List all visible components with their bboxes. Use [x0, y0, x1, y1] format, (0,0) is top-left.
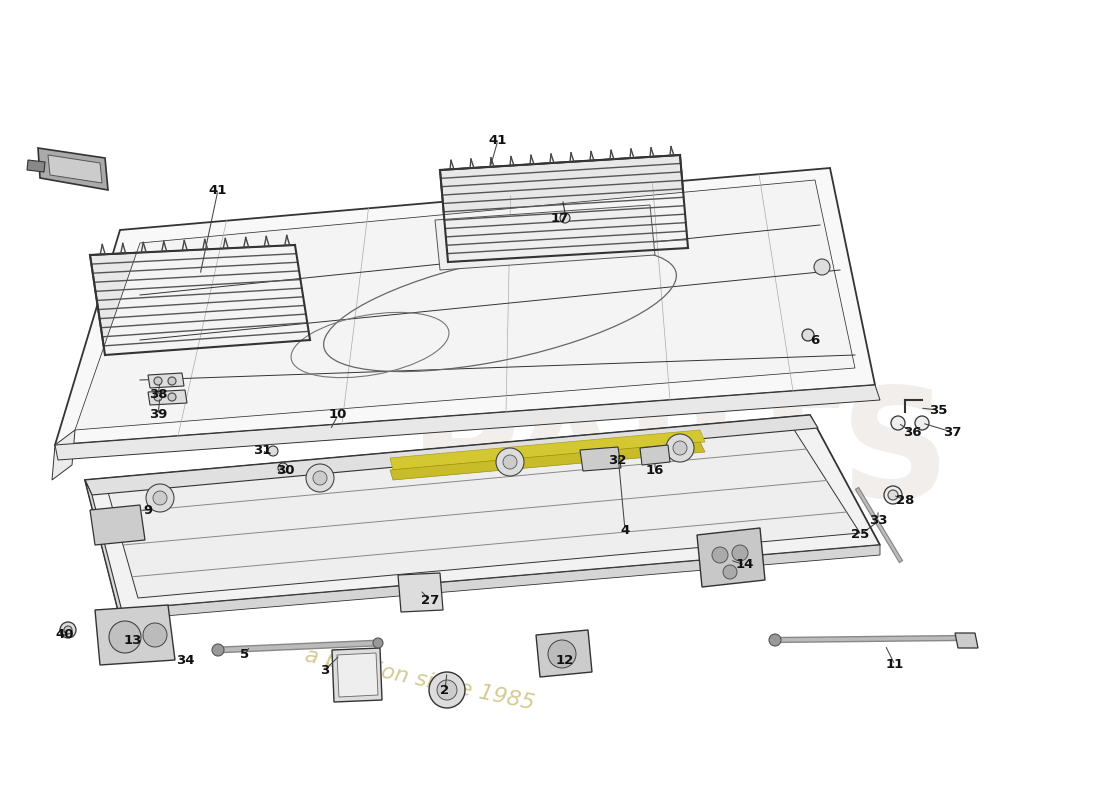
Polygon shape — [95, 605, 175, 665]
Circle shape — [814, 259, 830, 275]
Text: 28: 28 — [895, 494, 914, 506]
Text: 6: 6 — [811, 334, 819, 346]
Text: 38: 38 — [148, 389, 167, 402]
Text: 25: 25 — [851, 529, 869, 542]
Circle shape — [146, 484, 174, 512]
Circle shape — [802, 329, 814, 341]
Text: 12: 12 — [556, 654, 574, 666]
Text: 35: 35 — [928, 403, 947, 417]
Polygon shape — [52, 430, 75, 480]
Text: 41: 41 — [209, 183, 228, 197]
Polygon shape — [390, 430, 705, 470]
Polygon shape — [148, 390, 187, 405]
Text: 36: 36 — [903, 426, 922, 438]
Polygon shape — [85, 415, 818, 495]
Polygon shape — [55, 168, 874, 445]
Polygon shape — [85, 480, 123, 615]
Polygon shape — [75, 180, 855, 430]
Circle shape — [154, 377, 162, 385]
Text: 32: 32 — [608, 454, 626, 466]
Polygon shape — [440, 155, 688, 262]
Text: ETK
PARTS: ETK PARTS — [409, 250, 950, 530]
Polygon shape — [39, 148, 108, 190]
Text: 10: 10 — [329, 409, 348, 422]
Polygon shape — [398, 573, 443, 612]
Text: 14: 14 — [736, 558, 755, 571]
Circle shape — [168, 393, 176, 401]
Circle shape — [732, 545, 748, 561]
Circle shape — [168, 377, 176, 385]
Polygon shape — [536, 630, 592, 677]
Polygon shape — [108, 428, 860, 598]
Circle shape — [153, 491, 167, 505]
Text: 34: 34 — [176, 654, 195, 666]
Polygon shape — [55, 385, 880, 460]
Circle shape — [268, 446, 278, 456]
Polygon shape — [85, 415, 880, 610]
Text: 39: 39 — [148, 409, 167, 422]
Polygon shape — [640, 445, 670, 465]
Text: 13: 13 — [124, 634, 142, 646]
Text: 40: 40 — [56, 629, 75, 642]
Circle shape — [306, 464, 334, 492]
Polygon shape — [90, 505, 145, 545]
Text: 27: 27 — [421, 594, 439, 606]
Polygon shape — [337, 653, 378, 697]
Circle shape — [891, 416, 905, 430]
Polygon shape — [148, 373, 184, 388]
Polygon shape — [697, 528, 764, 587]
Text: 2: 2 — [440, 683, 450, 697]
Polygon shape — [955, 633, 978, 648]
Circle shape — [888, 490, 898, 500]
Circle shape — [212, 644, 224, 656]
Circle shape — [915, 416, 930, 430]
Polygon shape — [332, 648, 382, 702]
Text: 37: 37 — [943, 426, 961, 438]
Circle shape — [548, 640, 576, 668]
Circle shape — [769, 634, 781, 646]
Polygon shape — [118, 545, 880, 620]
Polygon shape — [434, 205, 654, 270]
Text: 3: 3 — [320, 663, 330, 677]
Text: 5: 5 — [241, 649, 250, 662]
Text: a passion since 1985: a passion since 1985 — [304, 646, 537, 714]
Circle shape — [314, 471, 327, 485]
Circle shape — [278, 463, 288, 473]
Polygon shape — [580, 447, 622, 471]
Circle shape — [712, 547, 728, 563]
Circle shape — [373, 638, 383, 648]
Circle shape — [60, 622, 76, 638]
Circle shape — [503, 455, 517, 469]
Polygon shape — [28, 160, 45, 172]
Circle shape — [673, 441, 688, 455]
Text: 16: 16 — [646, 463, 664, 477]
Text: 31: 31 — [253, 443, 272, 457]
Circle shape — [666, 434, 694, 462]
Text: 33: 33 — [869, 514, 888, 526]
Circle shape — [723, 565, 737, 579]
Circle shape — [884, 486, 902, 504]
Circle shape — [496, 448, 524, 476]
Text: 4: 4 — [620, 523, 629, 537]
Circle shape — [64, 626, 72, 634]
Circle shape — [109, 621, 141, 653]
Text: 30: 30 — [276, 463, 295, 477]
Polygon shape — [90, 245, 310, 355]
Circle shape — [560, 213, 570, 223]
Circle shape — [143, 623, 167, 647]
Text: 17: 17 — [551, 211, 569, 225]
Text: 11: 11 — [886, 658, 904, 671]
Polygon shape — [48, 155, 102, 183]
Circle shape — [429, 672, 465, 708]
Text: 9: 9 — [143, 503, 153, 517]
Circle shape — [437, 680, 456, 700]
Polygon shape — [390, 442, 705, 480]
Text: 41: 41 — [488, 134, 507, 146]
Circle shape — [154, 393, 162, 401]
